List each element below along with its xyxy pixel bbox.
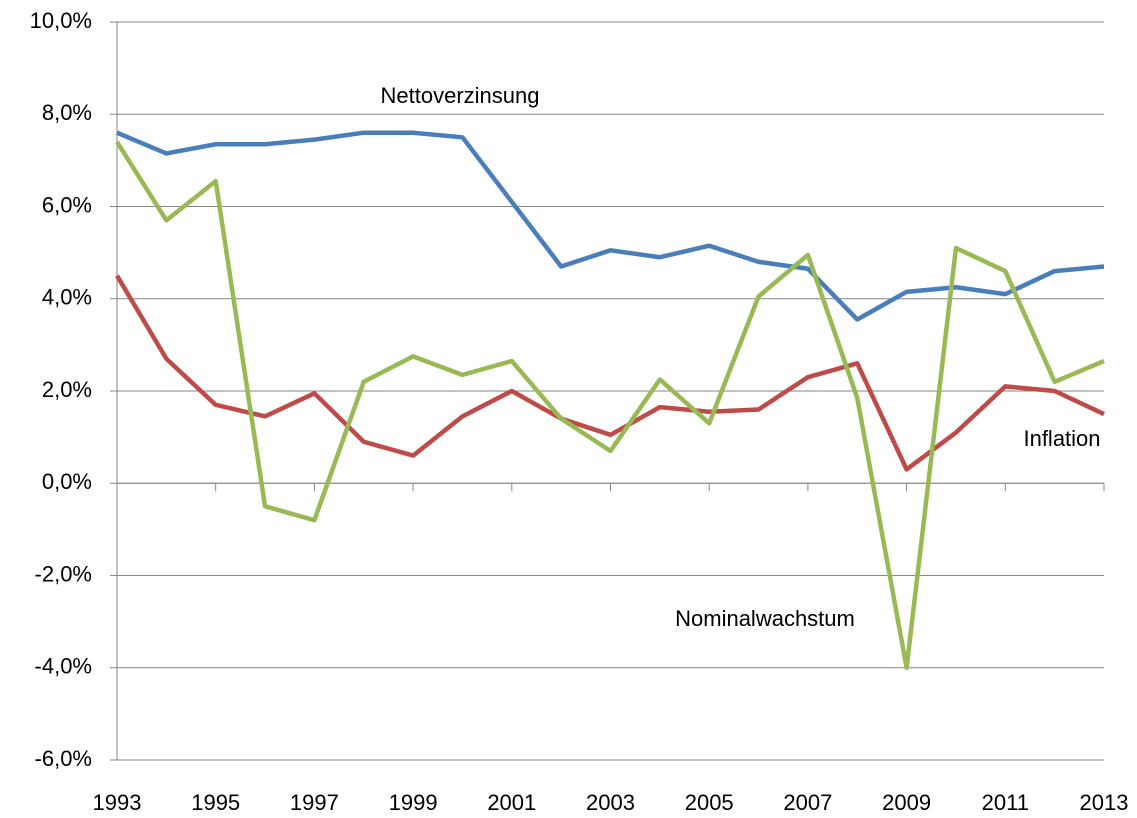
y-tick-label: 6,0% xyxy=(42,192,92,217)
x-tick-label: 2003 xyxy=(586,790,635,815)
y-tick-label: 4,0% xyxy=(42,285,92,310)
series-label: Nettoverzinsung xyxy=(381,83,540,108)
x-tick-label: 1995 xyxy=(191,790,240,815)
series-line xyxy=(116,130,1105,322)
series-label: Inflation xyxy=(1023,426,1100,451)
series-line xyxy=(115,274,1105,472)
series-label: Nominalwachstum xyxy=(675,606,855,631)
x-tick-label: 1997 xyxy=(290,790,339,815)
x-tick-label: 1999 xyxy=(389,790,438,815)
series-line xyxy=(115,140,1105,670)
y-tick-label: 0,0% xyxy=(42,469,92,494)
y-tick-label: -6,0% xyxy=(35,746,92,771)
y-tick-label: 10,0% xyxy=(30,8,92,33)
x-tick-label: 2007 xyxy=(783,790,832,815)
x-tick-label: 2005 xyxy=(685,790,734,815)
x-tick-label: 2009 xyxy=(882,790,931,815)
x-tick-label: 2013 xyxy=(1080,790,1129,815)
y-tick-label: -4,0% xyxy=(35,654,92,679)
y-tick-label: 2,0% xyxy=(42,377,92,402)
x-tick-label: 2011 xyxy=(982,790,1029,815)
x-tick-label: 1993 xyxy=(93,790,142,815)
y-tick-label: -2,0% xyxy=(35,561,92,586)
y-tick-label: 8,0% xyxy=(42,100,92,125)
x-tick-label: 2001 xyxy=(487,790,536,815)
